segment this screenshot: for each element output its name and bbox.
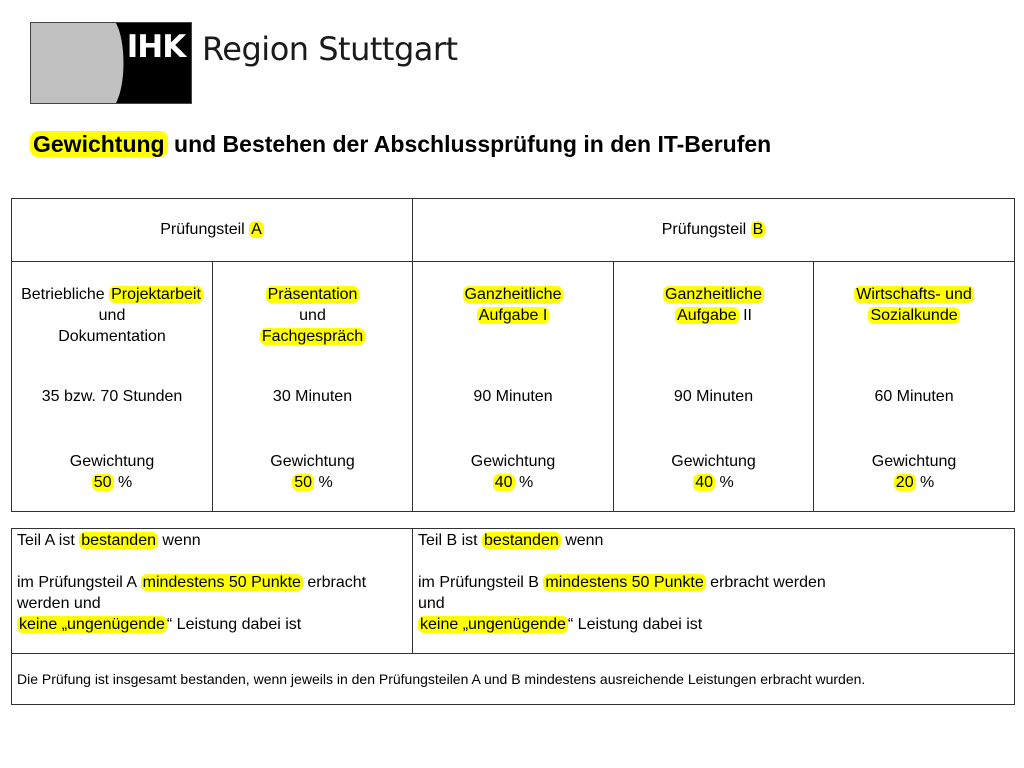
- pass-rules-table: Teil A ist bestanden wenn im Prüfungstei…: [11, 528, 1015, 705]
- rule-part-a: Teil A ist bestanden wenn im Prüfungstei…: [11, 528, 413, 654]
- rule-line: im Prüfungsteil B mindestens 50 Punkte e…: [418, 574, 826, 591]
- exam-table: Prüfungsteil A Prüfungsteil B Betrieblic…: [10, 198, 1016, 512]
- part-a-letter: A: [249, 221, 264, 238]
- rule-line: keine „ungenügende “ Leistung dabei ist: [17, 616, 302, 633]
- exam-name: Präsentation und Fachgespräch: [259, 286, 366, 345]
- exam-cell-ganzheitliche-1: Ganzheitliche Aufgabe I 90 Minuten Gewic…: [412, 261, 615, 512]
- exam-cell-ganzheitliche-2: Ganzheitliche Aufgabe II 90 Minuten Gewi…: [613, 261, 815, 512]
- exam-weight: Gewichtung 20 %: [871, 453, 957, 491]
- exam-duration: 35 bzw. 70 Stunden: [41, 388, 183, 405]
- rule-line: und: [418, 595, 445, 612]
- exam-name: Wirtschafts- und Sozialkunde: [854, 286, 974, 324]
- rule-line: Teil B ist bestanden wenn: [418, 532, 604, 549]
- part-b-letter: B: [750, 221, 766, 238]
- exam-name: Ganzheitliche Aufgabe I: [462, 286, 564, 324]
- exam-cell-praesentation: Präsentation und Fachgespräch 30 Minuten…: [211, 261, 414, 512]
- exam-cell-projektarbeit: Betriebliche Projektarbeit und Dokumenta…: [11, 261, 213, 512]
- overall-pass-rule: Die Prüfung ist insgesamt bestanden, wen…: [11, 653, 1015, 705]
- exam-cell-wirtschaft: Wirtschafts- und Sozialkunde 60 Minuten …: [813, 261, 1016, 512]
- page-title: Gewichtung und Bestehen der Abschlussprü…: [30, 131, 771, 158]
- logo-graphic: [30, 22, 192, 104]
- exam-weight: Gewichtung 40 %: [671, 453, 756, 491]
- exam-weight: Gewichtung 50 %: [69, 453, 155, 491]
- logo-abbr: IHK: [126, 29, 187, 65]
- exam-weight: Gewichtung 40 %: [470, 453, 556, 491]
- exam-duration: 30 Minuten: [272, 388, 353, 405]
- rule-line: keine „ungenügende “ Leistung dabei ist: [418, 616, 703, 633]
- rule-line: im Prüfungsteil A mindestens 50 Punkte e…: [17, 574, 367, 591]
- part-b-header: Prüfungsteil B: [412, 198, 1016, 262]
- exam-duration: 90 Minuten: [473, 388, 553, 405]
- exam-name: Betriebliche Projektarbeit und Dokumenta…: [21, 286, 203, 345]
- exam-weight: Gewichtung 50 %: [270, 453, 355, 491]
- exam-duration: 90 Minuten: [673, 388, 754, 405]
- rule-line: werden und: [17, 595, 101, 612]
- rule-part-b: Teil B ist bestanden wenn im Prüfungstei…: [412, 528, 1015, 654]
- title-highlight: Gewichtung: [30, 131, 168, 157]
- rule-line: Teil A ist bestanden wenn: [17, 532, 201, 549]
- part-a-header: Prüfungsteil A: [10, 198, 414, 262]
- ihk-logo: [30, 22, 192, 104]
- title-rest: und Bestehen der Abschlussprüfung in den…: [167, 131, 772, 157]
- exam-duration: 60 Minuten: [874, 388, 954, 405]
- logo-region-text: Region Stuttgart: [202, 30, 458, 68]
- exam-name: Ganzheitliche Aufgabe II: [663, 286, 764, 324]
